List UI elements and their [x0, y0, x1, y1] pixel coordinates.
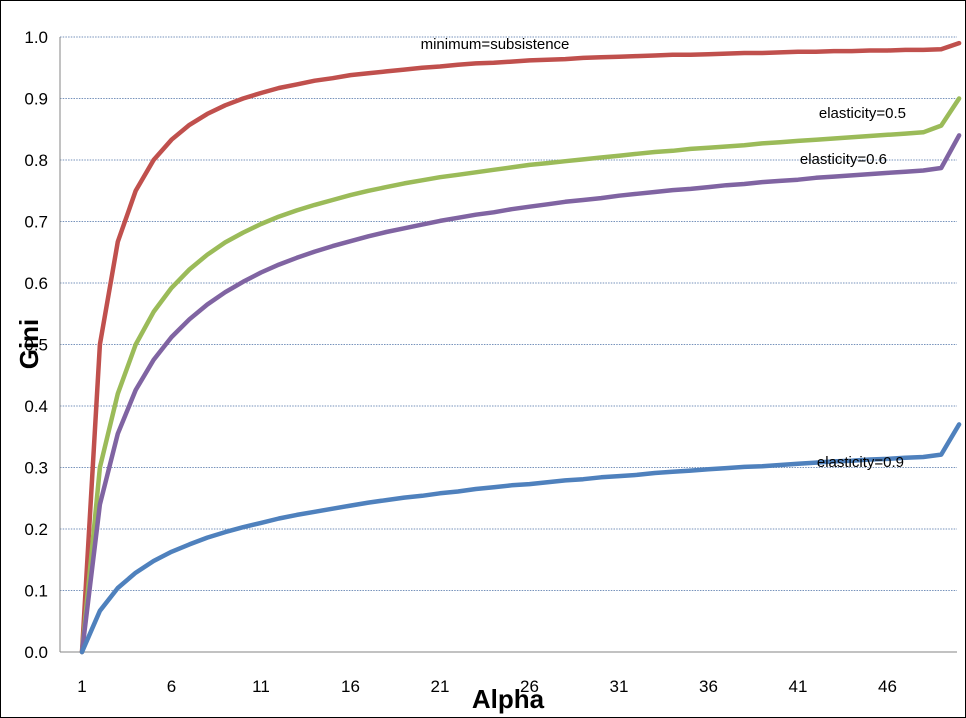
y-tick-label: 1.0 [24, 28, 48, 47]
series-lines [79, 40, 962, 655]
y-tick-label: 0.2 [24, 520, 48, 539]
x-tick-label: 6 [167, 677, 176, 696]
x-tick-label: 46 [878, 677, 897, 696]
y-tick-label: 0.4 [24, 397, 48, 416]
y-tick-label: 0.7 [24, 213, 48, 232]
series-line-1 [79, 96, 962, 655]
gridlines [60, 36, 957, 591]
y-tick-label: 0.6 [24, 274, 48, 293]
axes [59, 37, 957, 653]
series-label-2: elasticity=0.6 [800, 151, 887, 168]
x-tick-label: 11 [252, 677, 270, 696]
y-tick-label: 0.0 [24, 643, 48, 662]
x-tick-label: 31 [610, 677, 629, 696]
x-tick-label: 41 [789, 677, 808, 696]
series-line-2 [79, 133, 962, 655]
y-tick-label: 0.3 [24, 459, 48, 478]
series-labels: minimum=subsistence elasticity=0.5 elastic… [421, 36, 906, 471]
series-label-3: elasticity=0.9 [817, 454, 904, 471]
y-tick-label: 0.5 [24, 336, 48, 355]
x-tick-label: 36 [699, 677, 718, 696]
y-tick-label: 0.9 [24, 90, 48, 109]
x-tick-label: 26 [520, 677, 539, 696]
y-axis-title: Gini [14, 319, 44, 370]
x-tick-label: 21 [431, 677, 450, 696]
tick-labels: 0.00.10.20.30.40.50.60.70.80.91.01 6 11 16 2… [24, 28, 897, 696]
y-tick-label: 0.1 [24, 582, 48, 601]
x-tick-label: 16 [341, 677, 360, 696]
x-tick-label: 1 [77, 677, 86, 696]
series-label-1: elasticity=0.5 [819, 105, 906, 122]
series-line-0 [79, 40, 962, 655]
y-tick-label: 0.8 [24, 151, 48, 170]
series-line-3 [79, 422, 962, 655]
x-axis-title: Alpha [472, 684, 545, 714]
series-label-0: minimum=subsistence [421, 36, 570, 53]
